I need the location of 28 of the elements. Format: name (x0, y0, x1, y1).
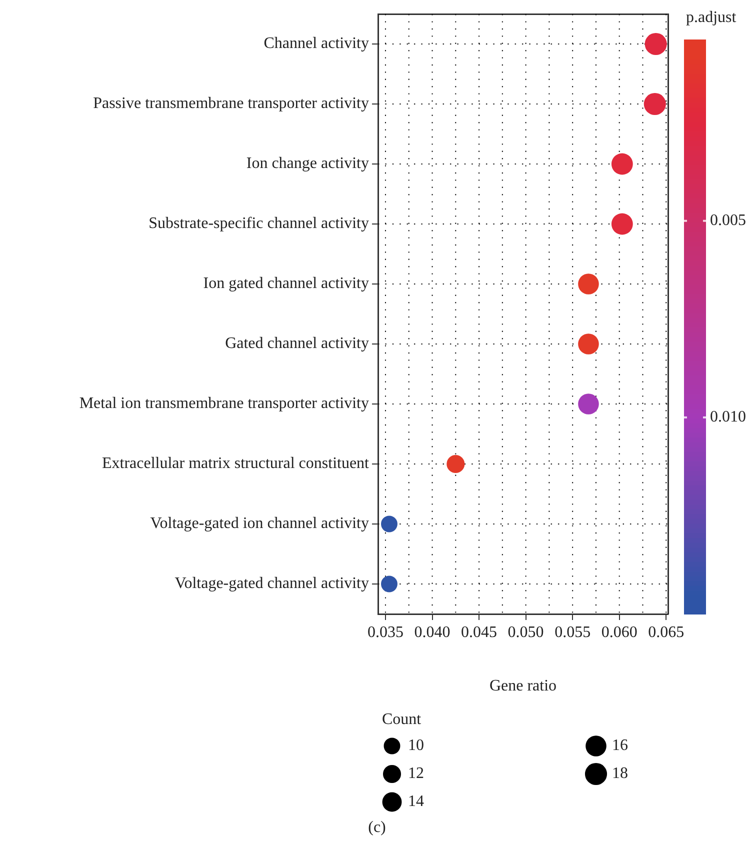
y-tick-label: Substrate-specific channel activity (148, 215, 369, 232)
color-bar-label: 0.005 (710, 212, 746, 230)
x-tick-label: 0.050 (508, 624, 544, 641)
legend-label: 16 (612, 737, 628, 754)
color-bar-label: 0.010 (710, 408, 746, 426)
legend-title: Count (382, 711, 422, 728)
x-tick-label: 0.060 (601, 624, 638, 641)
legend-label: 14 (408, 793, 424, 810)
y-tick-label: Voltage-gated ion channel activity (150, 515, 369, 532)
x-tick-label: 0.035 (367, 624, 404, 641)
x-tick-label: 0.040 (414, 624, 450, 641)
y-tick-label: Gated channel activity (225, 335, 369, 352)
text: (c) (368, 819, 386, 836)
y-tick-label: Voltage-gated channel activity (174, 575, 369, 592)
legend-label: 12 (408, 765, 424, 782)
y-tick-label: Extracellular matrix structural constituent (102, 455, 370, 472)
legend-label: 18 (612, 765, 628, 782)
y-tick-label: Channel activity (264, 35, 369, 52)
x-tick-label: 0.055 (554, 624, 591, 641)
y-tick-label: Ion gated channel activity (203, 275, 369, 292)
y-tick-label: Passive transmembrane transporter activity (93, 95, 369, 112)
x-axis-title: Gene ratio (489, 678, 557, 695)
x-tick-label: 0.065 (648, 624, 684, 641)
legend-label: 10 (408, 737, 424, 754)
x-tick-label: 0.045 (461, 624, 498, 641)
y-tick-label: Ion change activity (246, 155, 369, 172)
y-tick-label: Metal ion transmembrane transporter activity (79, 395, 369, 412)
color-bar-title: p.adjust (686, 9, 737, 26)
